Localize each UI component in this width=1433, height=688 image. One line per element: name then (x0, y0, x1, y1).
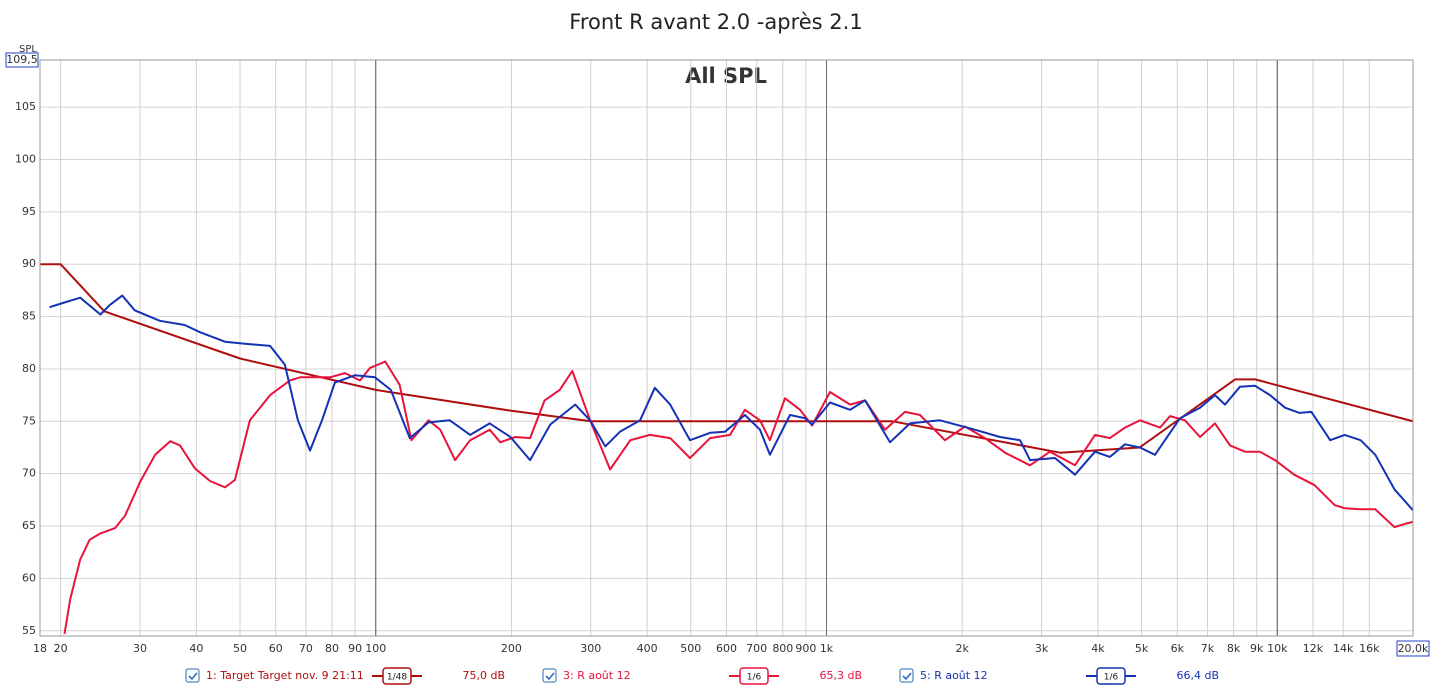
legend-level: 65,3 dB (819, 669, 862, 682)
x-tick-label: 600 (716, 642, 737, 655)
legend-item: 1: Target Target nov. 9 21:11 1/48 75,0 dB (185, 667, 505, 685)
plot-frame (39, 59, 1414, 637)
chart-title: Front R avant 2.0 -après 2.1 (569, 10, 862, 34)
y-tick-label: 90 (22, 257, 36, 270)
series-line (63, 360, 1413, 635)
legend-checkbox[interactable] (542, 668, 557, 683)
x-tick-label: 10k (1267, 642, 1288, 655)
legend-smoothing: 1/6 (1104, 673, 1119, 683)
legend-level: 66,4 dB (1176, 669, 1219, 682)
legend-item: 3: R août 12 1/6 65,3 dB (542, 667, 862, 685)
y-tick-label: 70 (22, 467, 36, 480)
y-edge-box (5, 52, 39, 68)
plot-lines (40, 263, 1413, 635)
legend-smoothing-box[interactable] (739, 667, 769, 685)
x-tick-label: 6k (1171, 642, 1185, 655)
y-tick-label: 75 (22, 414, 36, 427)
x-tick-label: 400 (637, 642, 658, 655)
x-tick-label: 2k (956, 642, 970, 655)
y-tick-label: 65 (22, 519, 36, 532)
y-tick-label: 100 (15, 152, 36, 165)
legend-smoothing: 1/6 (747, 673, 762, 683)
legend-check (545, 672, 555, 681)
x-tick-label: 9k (1250, 642, 1264, 655)
x-tick-label: 70 (299, 642, 313, 655)
y-axis-label: SPL (19, 44, 37, 55)
x-tick-label: 900 (795, 642, 816, 655)
x-tick-label: 500 (680, 642, 701, 655)
x-tick-label: 700 (746, 642, 767, 655)
x-tick-label: 200 (501, 642, 522, 655)
x-tick-label: 60 (269, 642, 283, 655)
grid (39, 59, 1414, 636)
legend-smoothing: 1/48 (387, 673, 407, 683)
y-tick-label: 109,5 (6, 53, 38, 66)
x-tick-label: 300 (580, 642, 601, 655)
x-tick-label: 4k (1091, 642, 1105, 655)
series-line (49, 294, 1413, 511)
y-tick-label: 80 (22, 362, 36, 375)
x-tick-label: 8k (1227, 642, 1241, 655)
legend: 1: Target Target nov. 9 21:11 1/48 75,0 dB… (185, 667, 1219, 685)
legend-name: 1: Target Target nov. 9 21:11 (206, 669, 364, 682)
y-tick-label: 55 (22, 624, 36, 637)
y-tick-label: 105 (15, 100, 36, 113)
x-edge-box (1396, 640, 1430, 657)
x-tick-label: 100 (365, 642, 386, 655)
x-tick-label: 20 (54, 642, 68, 655)
x-tick-label: 20,0k (1398, 642, 1429, 655)
x-tick-label: 18 (33, 642, 47, 655)
x-tick-label: 80 (325, 642, 339, 655)
legend-smoothing-box[interactable] (382, 667, 412, 685)
tick-labels: 55 60 65 70 75 80 85 90 95 100 105 109,5 18 20 30 40 50 6… (5, 52, 1430, 657)
legend-checkbox[interactable] (899, 668, 914, 683)
legend-name: 3: R août 12 (563, 669, 631, 682)
x-tick-label: 16k (1359, 642, 1380, 655)
x-tick-label: 5k (1135, 642, 1149, 655)
y-tick-label: 85 (22, 310, 36, 323)
legend-checkbox[interactable] (185, 668, 200, 683)
series-line (40, 263, 1413, 454)
legend-item: 5: R août 12 1/6 66,4 dB (899, 667, 1219, 685)
x-tick-label: 800 (772, 642, 793, 655)
x-tick-label: 7k (1201, 642, 1215, 655)
legend-smoothing-box[interactable] (1096, 667, 1126, 685)
x-tick-label: 90 (348, 642, 362, 655)
legend-check (188, 672, 198, 681)
x-tick-label: 30 (133, 642, 147, 655)
x-tick-label: 12k (1303, 642, 1324, 655)
x-tick-label: 3k (1035, 642, 1049, 655)
x-tick-label: 14k (1333, 642, 1354, 655)
x-tick-label: 1k (820, 642, 834, 655)
legend-level: 75,0 dB (462, 669, 505, 682)
y-tick-label: 95 (22, 205, 36, 218)
x-tick-label: 50 (233, 642, 247, 655)
x-tick-label: 40 (189, 642, 203, 655)
y-tick-label: 60 (22, 571, 36, 584)
legend-name: 5: R août 12 (920, 669, 988, 682)
legend-check (902, 672, 912, 681)
